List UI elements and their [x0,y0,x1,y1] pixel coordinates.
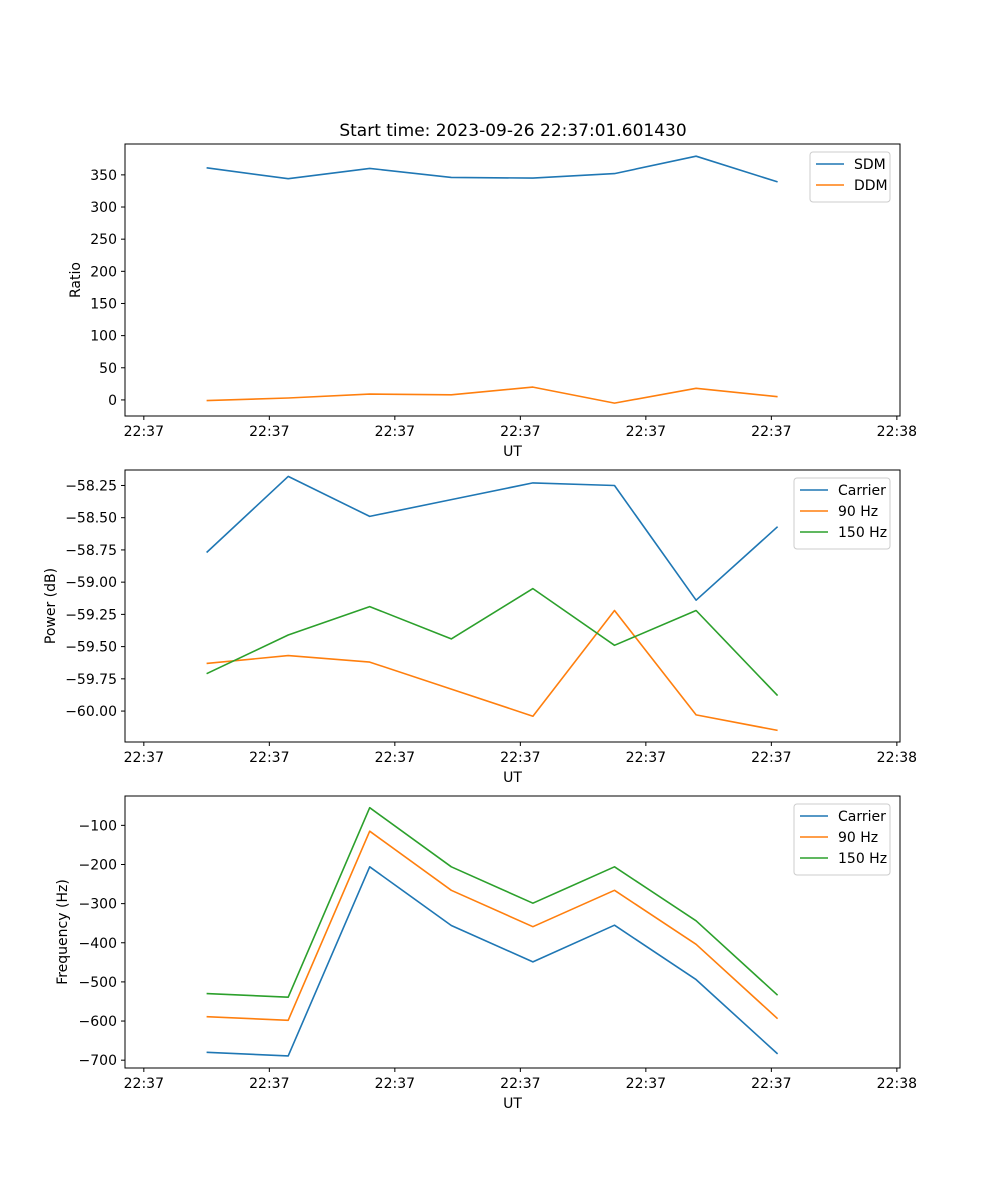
frequency-x-tick-label: 22:37 [751,1076,791,1092]
power-y-tick-label: −60.00 [65,704,117,720]
power-plot-frame [124,469,901,743]
ratio-series-ddm-line [206,386,778,404]
ratio-x-tick-label: 22:37 [375,424,415,440]
power-legend-label: Carrier [838,483,886,499]
frequency-x-tick-label: 22:37 [626,1076,666,1092]
ratio-y-tick-label: 200 [90,264,117,280]
ratio-legend-label: DDM [854,178,888,194]
power-x-tick-label: 22:37 [626,750,666,766]
ratio-legend-label: SDM [854,157,886,173]
power-y-tick-label: −59.75 [65,672,117,688]
frequency-y-tick-label: −400 [79,936,117,952]
power-y-axis-label: Power (dB) [43,568,59,644]
power-x-tick-label: 22:37 [124,750,164,766]
power-x-tick-label: 22:37 [751,750,791,766]
ratio-y-axis-label: Ratio [68,262,84,298]
frequency-series-150-hz-line [206,806,779,999]
figure-title: Start time: 2023-09-26 22:37:01.601430 [339,121,686,141]
power-x-tick-label: 22:38 [877,750,917,766]
frequency-x-tick-label: 22:37 [124,1076,164,1092]
frequency-legend-label: 150 Hz [838,851,887,867]
frequency-y-tick-label: −600 [79,1014,117,1030]
frequency-y-tick-label: −300 [79,897,117,913]
power-legend: Carrier 90 Hz 150 Hz [793,477,891,550]
power-x-axis-label: UT [503,770,522,786]
ratio-y-tick-label: 300 [90,200,117,216]
ratio-axes: 22:37 22:37 22:37 22:37 22:37 22:37 22:38 0 50 10… [68,143,917,460]
ratio-x-axis-label: UT [503,444,522,460]
power-y-tick-label: −58.25 [65,478,117,494]
power-series-carrier-line [206,475,779,602]
ratio-y-tick-label: 350 [90,168,117,184]
frequency-y-tick-label: −700 [79,1053,117,1069]
power-x-tick-label: 22:37 [249,750,289,766]
power-y-tick-label: −59.00 [65,575,117,591]
frequency-legend-label: 90 Hz [838,830,878,846]
frequency-series-90-hz-line [206,830,779,1022]
frequency-x-axis-label: UT [503,1096,522,1112]
frequency-x-tick-label: 22:38 [877,1076,917,1092]
power-axes: 22:37 22:37 22:37 22:37 22:37 22:37 22:38 −58.2… [43,469,917,786]
frequency-y-tick-label: −100 [79,818,117,834]
frequency-x-tick-label: 22:37 [500,1076,540,1092]
ratio-series-sdm-line [206,155,778,183]
ratio-y-tick-label: 0 [108,393,117,409]
ratio-x-tick-label: 22:37 [626,424,666,440]
ratio-x-tick-label: 22:37 [751,424,791,440]
frequency-axes: 22:37 22:37 22:37 22:37 22:37 22:37 22:38 −100 −… [55,795,917,1112]
frequency-series-carrier-line [206,865,779,1057]
ratio-x-tick-label: 22:37 [124,424,164,440]
ratio-y-tick-label: 100 [90,329,117,345]
power-series-150-hz-line [206,587,779,697]
frequency-x-tick-label: 22:37 [249,1076,289,1092]
ratio-legend: SDM DDM [809,151,891,203]
power-y-tick-label: −58.50 [65,511,117,527]
frequency-legend: Carrier 90 Hz 150 Hz [793,803,891,876]
power-series-90-hz-line [206,609,778,732]
power-y-tick-label: −58.75 [65,543,117,559]
power-x-tick-label: 22:37 [375,750,415,766]
frequency-y-tick-label: −500 [79,975,117,991]
frequency-plot-frame [124,795,901,1069]
ratio-y-tick-label: 50 [99,361,117,377]
frequency-legend-label: Carrier [838,809,886,825]
power-y-tick-label: −59.25 [65,607,117,623]
ratio-x-tick-label: 22:38 [877,424,917,440]
frequency-y-axis-label: Frequency (Hz) [55,879,71,985]
ratio-plot-frame [124,143,901,417]
power-x-tick-label: 22:37 [500,750,540,766]
ratio-y-tick-label: 150 [90,296,117,312]
ratio-x-tick-label: 22:37 [500,424,540,440]
ratio-y-tick-label: 250 [90,232,117,248]
frequency-x-tick-label: 22:37 [375,1076,415,1092]
ratio-x-tick-label: 22:37 [249,424,289,440]
power-legend-label: 90 Hz [838,504,878,520]
power-legend-label: 150 Hz [838,525,887,541]
frequency-y-tick-label: −200 [79,857,117,873]
power-y-tick-label: −59.50 [65,640,117,656]
